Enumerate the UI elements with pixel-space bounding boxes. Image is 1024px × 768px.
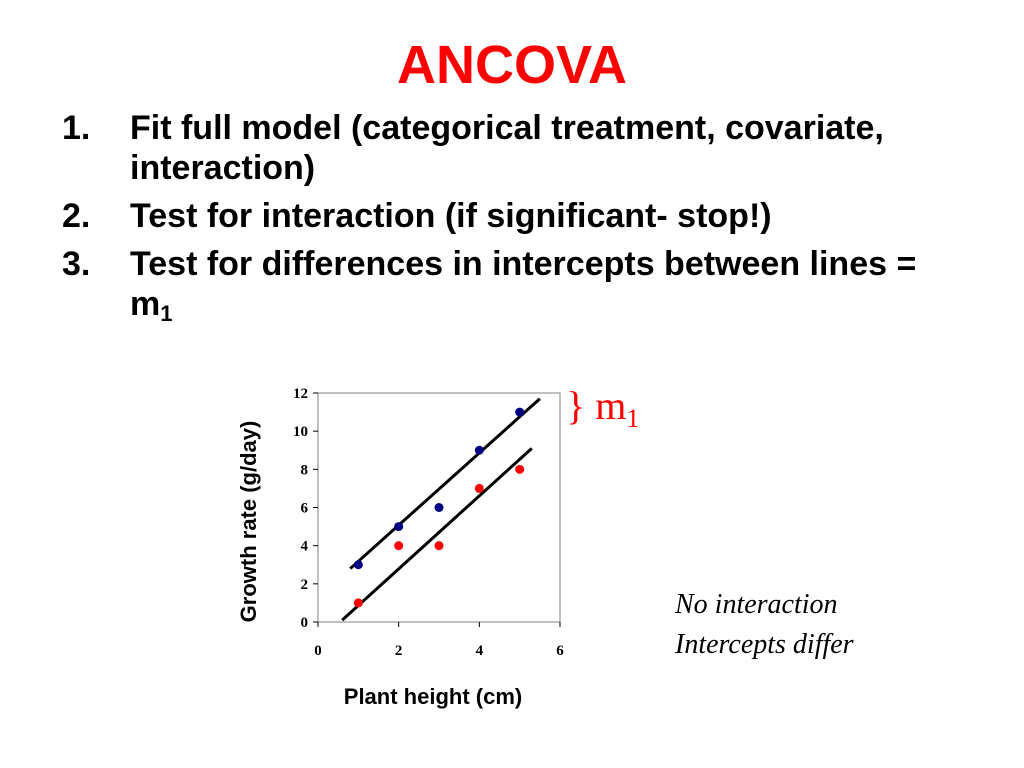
x-tick-label: 4 <box>476 643 484 659</box>
list-item-text-main: Test for differences in intercepts betwe… <box>130 245 917 323</box>
data-point-upper <box>434 503 444 512</box>
x-axis-label: Plant height (cm) <box>344 684 522 709</box>
note-text: No interaction Intercepts differ <box>675 585 854 665</box>
data-point-upper <box>394 522 404 532</box>
y-axis-label: Growth rate (g/day) <box>236 421 261 623</box>
steps-list: 1. Fit full model (categorical treatment… <box>62 108 962 332</box>
y-tick-label: 4 <box>301 539 309 555</box>
y-tick-label: 0 <box>301 615 309 631</box>
list-item-subscript: 1 <box>160 301 173 326</box>
m1-label: m <box>595 383 627 428</box>
y-tick-label: 12 <box>293 386 308 402</box>
data-point-lower <box>474 483 484 493</box>
data-point-lower <box>394 541 404 551</box>
list-item-number: 2. <box>62 197 91 235</box>
note-line-2: Intercepts differ <box>675 629 854 660</box>
list-item-number: 3. <box>62 245 91 283</box>
list-item: 1. Fit full model (categorical treatment… <box>62 108 962 188</box>
list-item: 3. Test for differences in intercepts be… <box>62 244 962 326</box>
x-tick-label: 6 <box>556 643 564 659</box>
y-tick-label: 10 <box>293 424 308 440</box>
list-item-number: 1. <box>62 109 91 147</box>
list-item-text: Fit full model (categorical treatment, c… <box>130 109 884 187</box>
data-point-lower <box>353 598 363 608</box>
y-tick-label: 8 <box>301 462 309 478</box>
data-point-upper <box>353 560 363 570</box>
list-item-text: Test for differences in intercepts betwe… <box>130 244 962 326</box>
fit-line <box>349 397 541 570</box>
data-point-upper <box>474 445 484 455</box>
y-tick-label: 2 <box>301 577 309 593</box>
fit-line <box>341 447 533 622</box>
y-tick-label: 6 <box>301 501 309 517</box>
x-tick-label: 0 <box>314 643 322 659</box>
m1-annotation: } m1 <box>566 383 639 432</box>
brace-glyph: } <box>566 383 586 428</box>
data-point-lower <box>515 464 525 474</box>
x-tick-label: 2 <box>395 643 403 659</box>
slide-title: ANCOVA <box>396 35 627 95</box>
note-line-1: No interaction <box>675 589 838 620</box>
list-item-text: Test for interaction (if significant- st… <box>130 197 772 235</box>
data-point-upper <box>515 407 525 417</box>
list-item: 2. Test for interaction (if significant-… <box>62 196 962 236</box>
data-point-lower <box>434 541 444 551</box>
m1-subscript: 1 <box>626 404 640 433</box>
